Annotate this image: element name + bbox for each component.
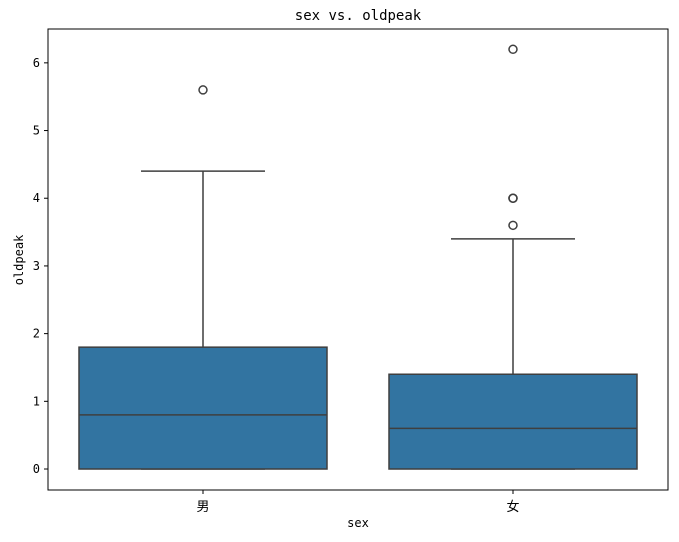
y-tick-label: 1: [33, 394, 40, 408]
boxes-layer: [78, 44, 638, 470]
x-tick-label: 女: [506, 499, 519, 515]
box-group: [388, 44, 638, 470]
x-tick-label: 男: [196, 500, 209, 515]
iqr-box: [78, 346, 328, 470]
y-axis-label: oldpeak: [12, 234, 26, 285]
y-tick-label: 3: [33, 259, 40, 273]
box-group: [78, 85, 328, 470]
chart-title: sex vs. oldpeak: [295, 8, 422, 24]
y-tick-label: 0: [33, 462, 40, 476]
y-tick-label: 6: [33, 56, 40, 70]
x-axis: 男女: [196, 490, 520, 515]
iqr-box: [388, 373, 638, 470]
plot-area-frame: [47, 28, 669, 491]
outlier-point: [508, 220, 518, 231]
outlier-point: [508, 193, 518, 203]
y-axis: 0 1 2 3 4 5 6: [33, 56, 48, 476]
outlier-point: [198, 85, 208, 95]
y-tick-label: 4: [33, 191, 40, 205]
x-axis-label: sex: [347, 516, 369, 530]
y-tick-label: 2: [33, 327, 40, 341]
y-tick-label: 5: [33, 124, 40, 138]
outlier-point: [508, 44, 518, 55]
